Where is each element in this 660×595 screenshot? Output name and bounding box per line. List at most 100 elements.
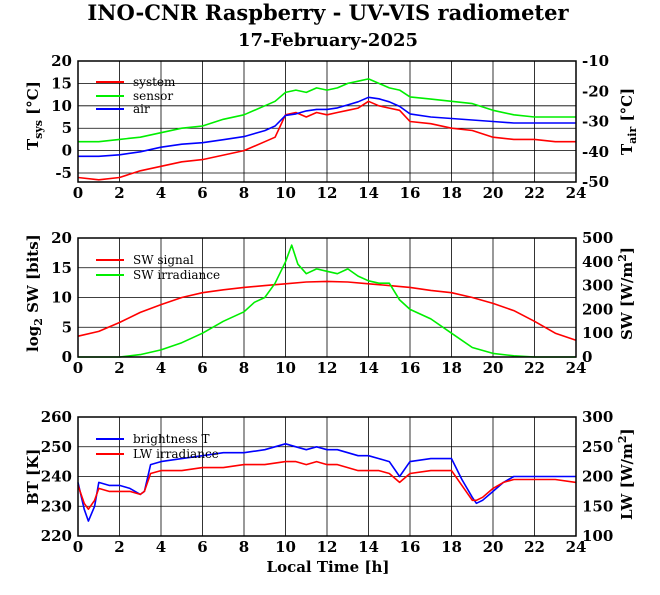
x-tick-label: 6: [197, 538, 207, 556]
legend-label-brightness-t: brightness T: [133, 432, 209, 446]
plot-frame: [77, 60, 577, 183]
y-tick-label-right: 300: [582, 408, 613, 426]
x-tick-label: 8: [239, 184, 249, 202]
y-tick-label-left: 5: [62, 318, 72, 336]
plot-frame: [77, 416, 577, 537]
x-tick-label: 22: [524, 538, 545, 556]
y-tick-label-left: 10: [51, 97, 72, 115]
y-tick-label-left: 5: [62, 119, 72, 137]
y-tick-label-right: -30: [582, 113, 609, 131]
y-tick-label-left: 0: [62, 348, 72, 366]
x-tick-label: 12: [317, 184, 338, 202]
y-tick-label-right: 150: [582, 497, 613, 515]
x-tick-label: 20: [483, 359, 504, 377]
x-tick-label: 0: [73, 184, 83, 202]
panel-longwave: 0 2 4 6 8 10 12 14 16 18 20 22 242202302402502601001…: [24, 408, 636, 556]
y-tick-label-right: 0: [582, 348, 592, 366]
x-tick-label: 24: [566, 184, 587, 202]
series-line-system: [77, 100, 576, 181]
series-line-air: [78, 96, 576, 158]
y-tick-label-left: 250: [41, 438, 72, 456]
x-tick-label: 12: [317, 359, 338, 377]
y-tick-label-left: 240: [41, 468, 72, 486]
x-tick-label: 20: [483, 538, 504, 556]
x-tick-label: 2: [114, 184, 124, 202]
series-line-sensor: [78, 78, 576, 143]
legend: SW signal SW irradiance: [96, 253, 220, 282]
y-tick-label-left: 260: [41, 408, 72, 426]
y-tick-label-right: 200: [582, 468, 613, 486]
y-tick-label-right: -50: [582, 173, 609, 191]
y-tick-label-left: 220: [41, 527, 72, 545]
x-tick-label: 16: [400, 184, 421, 202]
x-tick-label: 2: [114, 538, 124, 556]
x-tick-label: 24: [566, 538, 587, 556]
y-tick-label-right: 500: [582, 229, 613, 247]
y-tick-label-right: 300: [582, 277, 613, 295]
y-tick-label-right: -20: [582, 82, 609, 100]
x-tick-label: 4: [156, 184, 166, 202]
panel-temperature: 0 2 4 6 8 10 12 14 16 18 20 22 24-505101520-50-40-30…: [24, 52, 639, 202]
series-line-brightness-t: [77, 442, 576, 522]
legend: system sensor air: [96, 75, 176, 116]
y-tick-label-right: 200: [582, 300, 613, 318]
x-tick-label: 12: [317, 538, 338, 556]
x-tick-label: 20: [483, 184, 504, 202]
panel-shortwave: 0 2 4 6 8 10 12 14 16 18 20 22 240510152001002003004…: [24, 229, 636, 377]
y-tick-label-left: 15: [51, 74, 72, 92]
x-tick-label: 8: [239, 538, 249, 556]
y-tick-label-left: 0: [62, 142, 72, 160]
x-tick-label: 10: [275, 184, 296, 202]
y-axis-label-left: BT [K]: [24, 449, 42, 505]
x-tick-label: 0: [73, 538, 83, 556]
y-tick-label-left: 20: [51, 52, 72, 70]
series-line-sw-irradiance: [78, 244, 576, 358]
x-tick-label: 6: [197, 184, 207, 202]
x-tick-label: 14: [358, 538, 379, 556]
legend-label-lw-irradiance: LW irradiance: [133, 447, 219, 461]
y-axis-label-left: log2 SW [bits]: [24, 234, 45, 352]
x-tick-label: 22: [524, 184, 545, 202]
y-tick-label-right: 400: [582, 253, 613, 271]
x-tick-label: 6: [197, 359, 207, 377]
y-tick-label-right: 100: [582, 527, 613, 545]
x-tick-label: 10: [275, 538, 296, 556]
y-tick-label-left: 10: [51, 289, 72, 307]
x-tick-label: 16: [400, 359, 421, 377]
legend-label-sw-irradiance: SW irradiance: [133, 268, 220, 282]
x-tick-label: 0: [73, 359, 83, 377]
x-tick-label: 18: [441, 538, 462, 556]
x-tick-label: 8: [239, 359, 249, 377]
y-tick-label-right: 100: [582, 324, 613, 342]
legend-label-sensor: sensor: [133, 89, 173, 103]
x-tick-label: 14: [358, 184, 379, 202]
x-tick-label: 10: [275, 359, 296, 377]
plot-frame: [77, 237, 577, 358]
x-tick-label: 18: [441, 184, 462, 202]
x-tick-label: 16: [400, 538, 421, 556]
y-axis-label-right: Tair [°C]: [618, 88, 639, 155]
x-tick-label: 14: [358, 359, 379, 377]
series-line-lw-irradiance: [77, 460, 577, 511]
series-line-sw-signal: [77, 280, 577, 342]
chart-title: INO-CNR Raspberry - UV-VIS radiometer: [87, 0, 569, 25]
y-tick-label-right: -10: [582, 52, 609, 70]
x-tick-label: 24: [566, 359, 587, 377]
x-tick-label: 18: [441, 359, 462, 377]
legend-label-air: air: [133, 102, 150, 116]
x-tick-label: 4: [156, 538, 166, 556]
x-tick-label: 4: [156, 359, 166, 377]
y-tick-label-left: -5: [55, 164, 72, 182]
legend-label-system: system: [133, 75, 176, 89]
x-tick-label: 22: [524, 359, 545, 377]
legend-label-sw-signal: SW signal: [133, 253, 194, 267]
y-tick-label-left: 230: [41, 497, 72, 515]
x-axis-label: Local Time [h]: [267, 558, 390, 576]
y-axis-label-left: Tsys [°C]: [24, 81, 45, 150]
y-tick-label-right: 250: [582, 438, 613, 456]
y-tick-label-left: 20: [51, 229, 72, 247]
y-tick-label-left: 15: [51, 259, 72, 277]
legend: brightness T LW irradiance: [96, 432, 219, 461]
y-tick-label-right: -40: [582, 143, 609, 161]
